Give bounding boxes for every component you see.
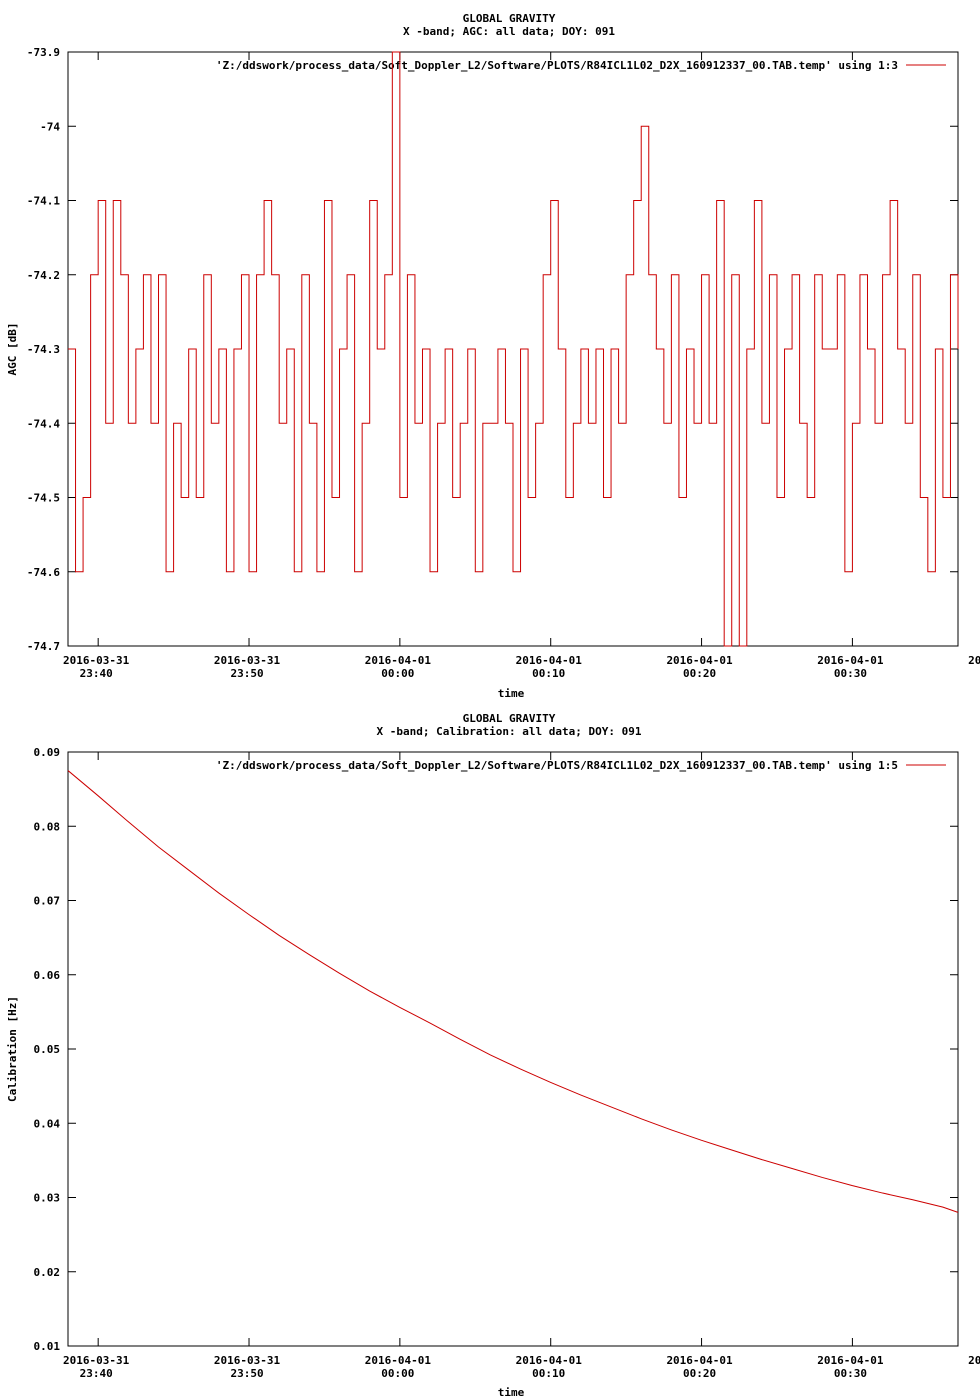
chart-1-ytick-label: -74.5	[27, 492, 60, 505]
chart-1-ytick-label: -74.7	[27, 640, 60, 653]
chart-2-ytick-label: 0.09	[34, 746, 61, 759]
chart-1-xtick-time: 00:10	[532, 667, 565, 680]
chart-2-xtick-time: 23:50	[230, 1367, 263, 1380]
chart-1-xtick-date: 2016-04-01	[817, 654, 884, 667]
chart-1-xtick-date: 2016-03-31	[214, 654, 281, 667]
chart-2-plot-frame	[67, 751, 959, 1347]
chart-1-series-line	[68, 51, 959, 647]
chart-2-xtick-time: 00:30	[834, 1367, 867, 1380]
chart-2-xtick-date: 2016-04-01	[365, 1354, 432, 1367]
chart-1-ytick-label: -74.6	[27, 566, 60, 579]
chart-2-xtick-date: 2016-03-31	[214, 1354, 281, 1367]
chart-2-xtick-date: 2016-03-31	[63, 1354, 130, 1367]
chart-2-series-line	[67, 770, 959, 1213]
chart-2-ytick-label: 0.03	[34, 1192, 61, 1205]
chart-1-legend-label: 'Z:/ddswork/process_data/Soft_Doppler_L2…	[216, 59, 898, 72]
chart-1-xtick-date: 2016-03-31	[63, 654, 130, 667]
chart-2-xtick-time: 23:40	[80, 1367, 113, 1380]
chart-1-xtick-time: 23:50	[230, 667, 263, 680]
chart-1-xtick-time: 23:40	[80, 667, 113, 680]
chart-2-ytick-label: 0.01	[34, 1340, 61, 1353]
chart-1-xtick-date: 2016-04-01	[968, 654, 980, 667]
chart-2-ytick-label: 0.05	[34, 1043, 61, 1056]
chart-2-legend-label: 'Z:/ddswork/process_data/Soft_Doppler_L2…	[216, 759, 898, 772]
chart-1-ytick-label: -74.3	[27, 343, 60, 356]
chart-1-title: GLOBAL GRAVITY	[463, 12, 556, 25]
chart-2-xtick-time: 00:20	[683, 1367, 716, 1380]
chart-1-ytick-label: -74.2	[27, 269, 60, 282]
chart-2-ytick-label: 0.02	[34, 1266, 61, 1279]
chart-2-xtick-time: 00:10	[532, 1367, 565, 1380]
chart-1-subtitle: X -band; AGC: all data; DOY: 091	[403, 25, 615, 38]
chart-2-ytick-label: 0.04	[34, 1117, 61, 1130]
chart-1-xtick-date: 2016-04-01	[365, 654, 432, 667]
chart-2-x-axis-label: time	[498, 1386, 525, 1399]
chart-2-ytick-label: 0.08	[34, 820, 61, 833]
chart-1-xtick-date: 2016-04-01	[666, 654, 733, 667]
chart-2-y-axis-label: Calibration [Hz]	[6, 996, 19, 1102]
chart-1-y-axis-label: AGC [dB]	[6, 323, 19, 376]
chart-2-subtitle: X -band; Calibration: all data; DOY: 091	[377, 725, 642, 738]
chart-1-ytick-label: -74.1	[27, 195, 60, 208]
chart-2-title: GLOBAL GRAVITY	[463, 712, 556, 725]
chart-2-xtick-date: 2016-04-01	[666, 1354, 733, 1367]
chart-1-xtick-time: 00:20	[683, 667, 716, 680]
chart-1-ytick-label: -73.9	[27, 46, 60, 59]
chart-2-xtick-time: 00:00	[381, 1367, 414, 1380]
chart-2-ytick-label: 0.07	[34, 895, 61, 908]
chart-2-xtick-date: 2016-04-01	[817, 1354, 884, 1367]
chart-2-xtick-date: 2016-04-01	[968, 1354, 980, 1367]
chart-2-xtick-date: 2016-04-01	[516, 1354, 583, 1367]
chart-1-xtick-time: 00:30	[834, 667, 867, 680]
chart-1-ytick-label: -74	[40, 120, 60, 133]
chart-1-x-axis-label: time	[498, 687, 525, 700]
chart-1-ytick-label: -74.4	[27, 417, 60, 430]
chart-2-ytick-label: 0.06	[34, 969, 61, 982]
chart-1-xtick-date: 2016-04-01	[516, 654, 583, 667]
chart-1-xtick-time: 00:00	[381, 667, 414, 680]
